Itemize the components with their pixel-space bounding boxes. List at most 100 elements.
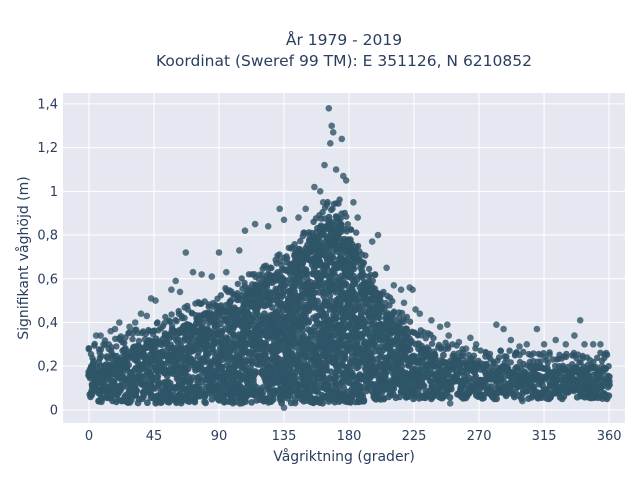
data-point	[215, 249, 223, 256]
data-point	[323, 263, 331, 271]
data-point	[386, 294, 394, 301]
data-point	[245, 329, 253, 337]
data-point	[447, 385, 455, 393]
data-point	[530, 383, 538, 390]
data-point	[280, 404, 288, 412]
y-axis-title: Signifikant våghöjd (m)	[15, 176, 32, 339]
data-point	[375, 297, 383, 305]
data-point	[217, 292, 225, 299]
x-tick-label: 135	[272, 429, 297, 444]
chart-title-line-2: Koordinat (Sweref 99 TM): E 351126, N 62…	[156, 52, 532, 70]
y-tick-label: 1	[50, 185, 58, 200]
data-point	[196, 373, 204, 380]
data-point	[430, 348, 438, 355]
data-point	[350, 199, 357, 206]
data-point	[137, 310, 145, 318]
data-point	[602, 349, 610, 357]
data-point	[540, 341, 548, 348]
data-point	[202, 310, 209, 317]
data-point	[506, 347, 513, 354]
data-point	[398, 362, 406, 370]
data-point	[403, 325, 410, 332]
data-point	[428, 340, 436, 347]
data-point	[226, 348, 234, 355]
data-point	[88, 391, 96, 399]
data-point	[189, 268, 197, 276]
data-point	[478, 360, 485, 367]
data-point	[322, 310, 330, 318]
data-point	[300, 229, 307, 236]
data-point	[276, 251, 283, 258]
data-point	[125, 361, 132, 369]
x-tick-label: 315	[532, 429, 557, 444]
data-point	[546, 351, 553, 358]
data-point	[177, 394, 184, 402]
data-point	[436, 323, 444, 331]
data-point	[332, 166, 340, 173]
data-point	[598, 362, 606, 370]
data-point	[296, 353, 304, 361]
data-point	[319, 373, 327, 380]
data-point	[310, 288, 318, 296]
data-point	[97, 346, 105, 353]
data-point	[189, 374, 197, 381]
x-tick-label: 45	[146, 429, 163, 444]
data-point	[552, 336, 559, 344]
data-point	[223, 268, 230, 276]
data-point	[176, 288, 184, 296]
data-point	[316, 188, 324, 195]
data-point	[283, 255, 291, 262]
data-point	[129, 335, 136, 343]
data-point	[576, 317, 584, 324]
data-point	[304, 316, 311, 324]
data-point	[347, 399, 354, 406]
data-point	[371, 271, 379, 278]
data-point	[314, 297, 321, 305]
data-point	[168, 311, 175, 318]
data-point	[241, 227, 249, 234]
data-point	[594, 354, 601, 361]
data-point	[302, 205, 310, 213]
data-point	[288, 245, 295, 252]
x-tick-label: 270	[467, 429, 492, 444]
data-point	[597, 341, 604, 348]
data-point	[409, 286, 416, 294]
y-axis-ticks: 0 0,2 0,4 0,6 0,8 1 1,2 1,4	[37, 97, 58, 418]
data-point	[121, 339, 128, 347]
data-point	[462, 345, 470, 353]
data-point	[316, 281, 324, 289]
data-point	[344, 221, 351, 228]
x-axis-ticks: 0 45 90 135 180 225 270 315 360	[85, 429, 622, 444]
data-point	[154, 373, 162, 380]
data-point	[483, 349, 490, 357]
data-point	[343, 213, 350, 220]
data-point	[340, 384, 347, 391]
data-point	[177, 399, 185, 407]
data-point	[143, 312, 151, 320]
data-point	[125, 330, 132, 337]
data-point	[144, 399, 151, 407]
data-point	[267, 290, 274, 298]
data-point	[495, 354, 503, 361]
data-point	[590, 358, 597, 366]
data-point	[338, 135, 346, 143]
data-point	[533, 325, 541, 333]
data-point	[242, 356, 249, 364]
data-point	[488, 383, 496, 391]
data-point	[523, 341, 531, 348]
data-point	[191, 398, 199, 406]
x-tick-label: 180	[337, 429, 362, 444]
data-point	[293, 246, 301, 253]
data-point	[406, 318, 414, 325]
data-point	[192, 311, 200, 319]
data-point	[175, 307, 182, 315]
data-point	[181, 314, 188, 322]
data-point	[445, 370, 452, 378]
data-point	[321, 215, 329, 222]
x-tick-label: 0	[85, 429, 93, 444]
data-point	[330, 224, 337, 232]
data-point	[562, 341, 570, 348]
data-point	[581, 341, 588, 348]
data-point	[562, 353, 570, 361]
